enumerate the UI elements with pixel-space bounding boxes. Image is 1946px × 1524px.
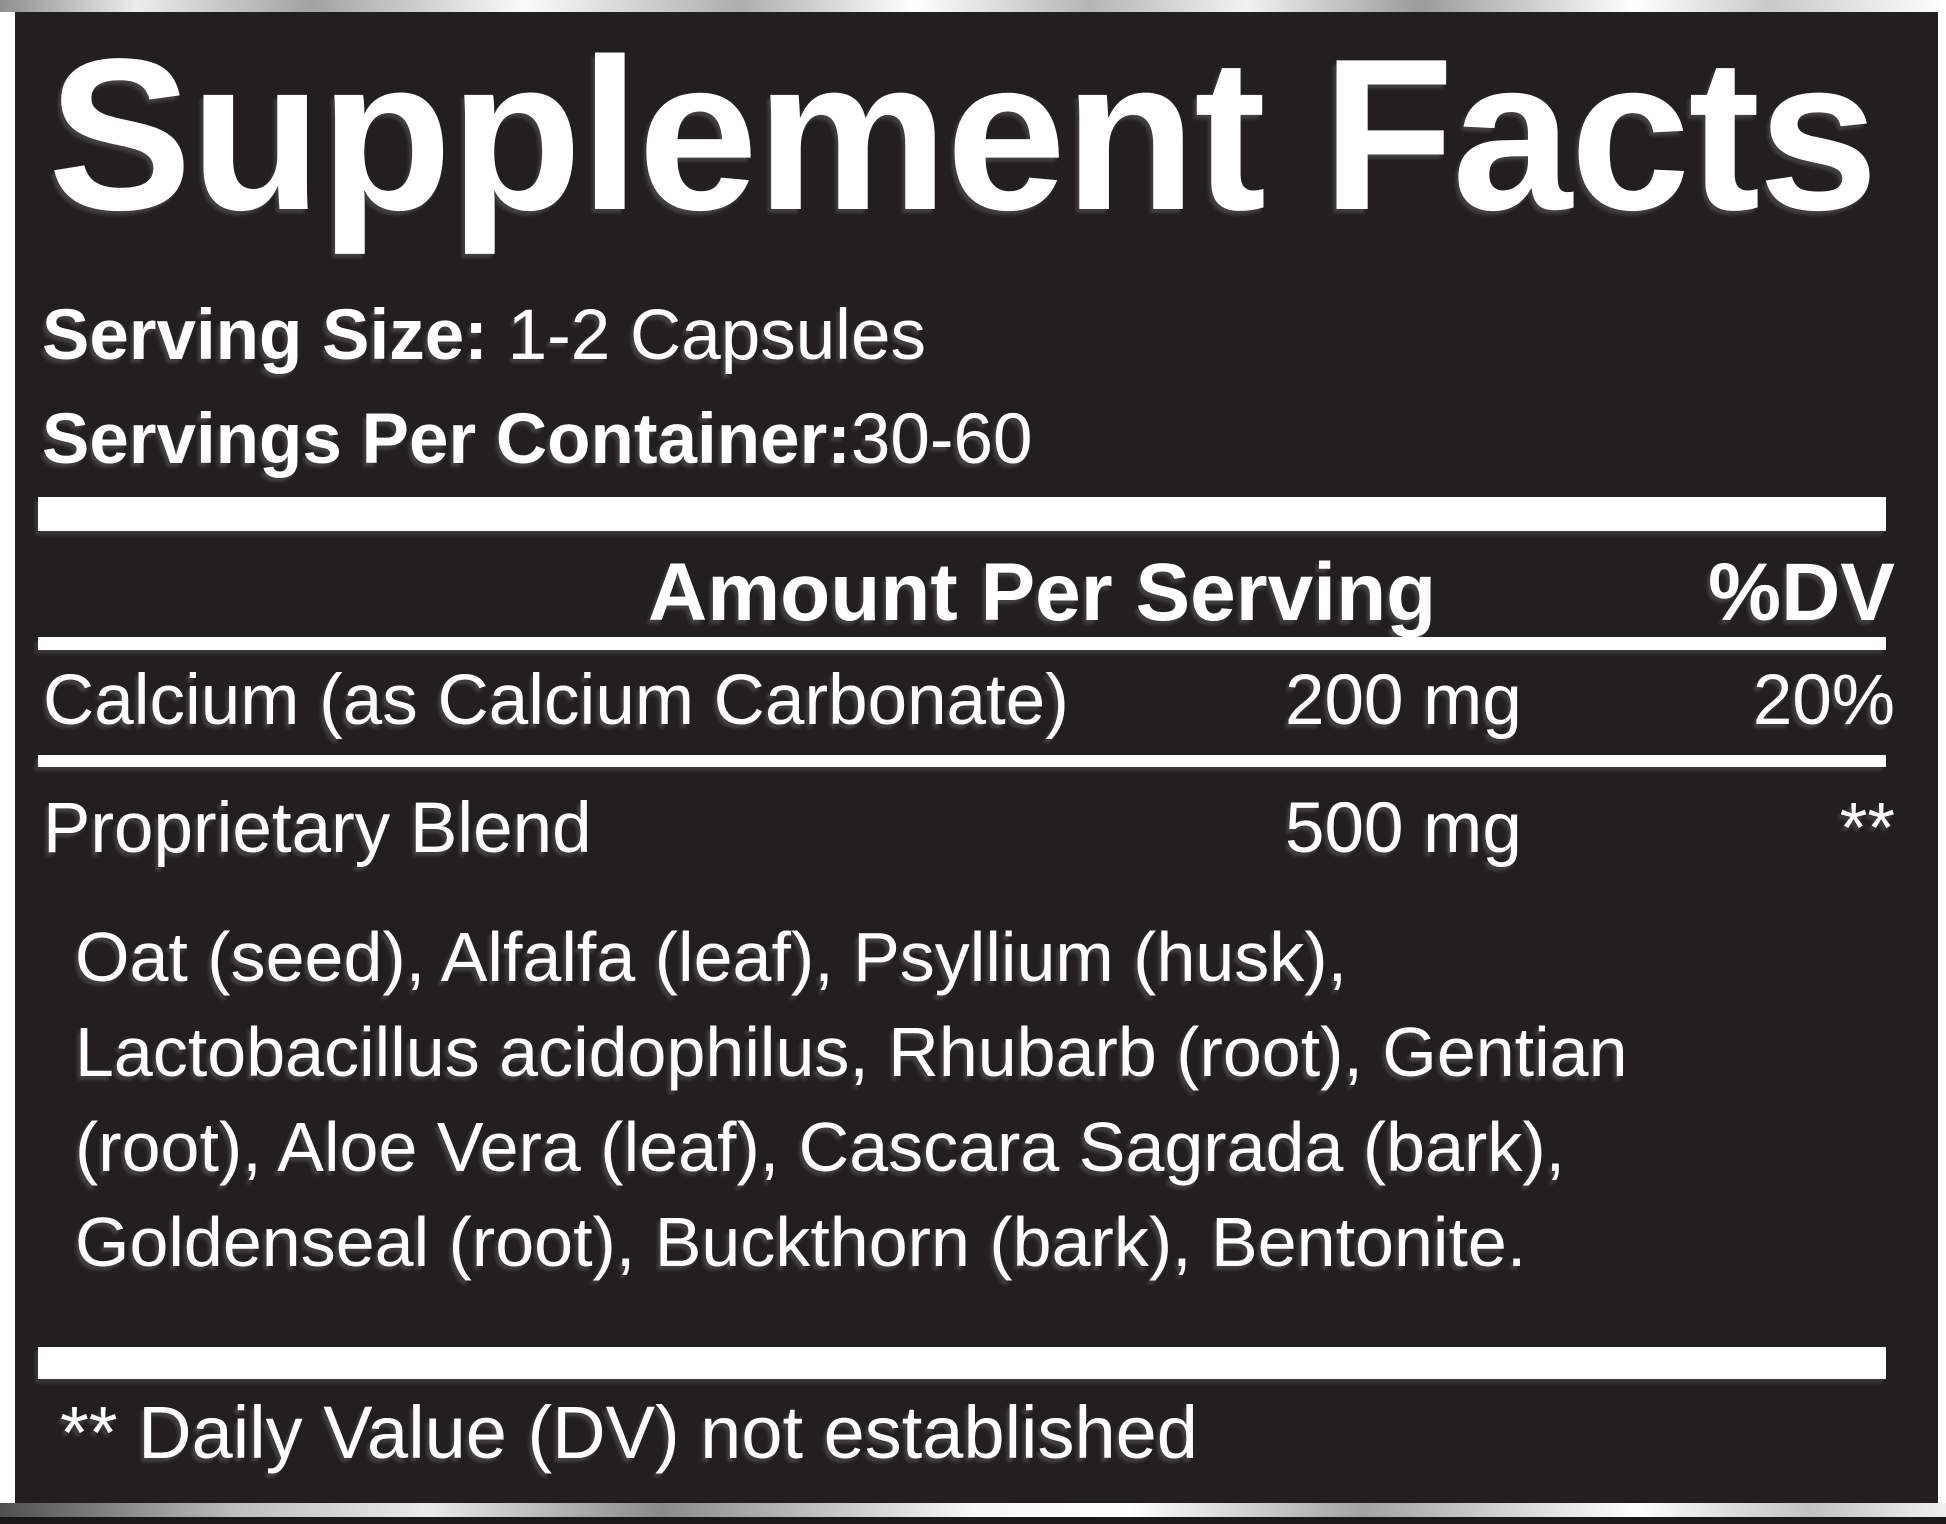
servings-per-container-value: 30-60 [850, 400, 1033, 479]
servings-per-container-label: Servings Per Container: [42, 400, 851, 479]
column-header-dv: %DV [1708, 547, 1895, 638]
blend-description-line: Goldenseal (root), Buckthorn (bark), Ben… [75, 1203, 1527, 1281]
ingredient-dv: ** [1839, 789, 1895, 868]
daily-value-footnote: ** Daily Value (DV) not established [60, 1391, 1198, 1474]
column-header-amount: Amount Per Serving [648, 547, 1437, 638]
bottom-metallic-strip [0, 1503, 1946, 1517]
divider-thin-header [38, 637, 1886, 650]
ingredient-name: Proprietary Blend [43, 789, 592, 868]
serving-size-value: 1-2 Capsules [507, 296, 926, 375]
supplement-facts-panel: Supplement Facts Serving Size: 1-2 Capsu… [15, 12, 1938, 1503]
serving-size-line: Serving Size: 1-2 Capsules [42, 295, 926, 376]
blend-description: Oat (seed), Alfalfa (leaf), Psyllium (hu… [75, 910, 1628, 1290]
ingredient-name: Calcium (as Calcium Carbonate) [43, 661, 1069, 740]
servings-per-container-line: Servings Per Container:30-60 [42, 399, 1032, 480]
ingredient-dv: 20% [1752, 661, 1895, 740]
divider-thin-calcium [38, 755, 1886, 767]
ingredient-amount: 500 mg [1285, 789, 1522, 868]
ingredient-amount: 200 mg [1285, 661, 1522, 740]
divider-thick-bottom [38, 1347, 1886, 1379]
top-metallic-strip [0, 0, 1946, 12]
table-row-calcium: Calcium (as Calcium Carbonate) 200 mg 20… [15, 660, 1938, 760]
divider-thick-top [38, 497, 1886, 531]
blend-description-line: (root), Aloe Vera (leaf), Cascara Sagrad… [75, 1108, 1566, 1186]
table-row-proprietary-blend: Proprietary Blend 500 mg ** [15, 788, 1938, 888]
bottom-dark-edge [0, 1517, 1946, 1524]
page-title: Supplement Facts [48, 13, 1878, 255]
blend-description-line: Lactobacillus acidophilus, Rhubarb (root… [75, 1013, 1628, 1091]
serving-size-label: Serving Size: [42, 296, 488, 375]
blend-description-line: Oat (seed), Alfalfa (leaf), Psyllium (hu… [75, 918, 1348, 996]
